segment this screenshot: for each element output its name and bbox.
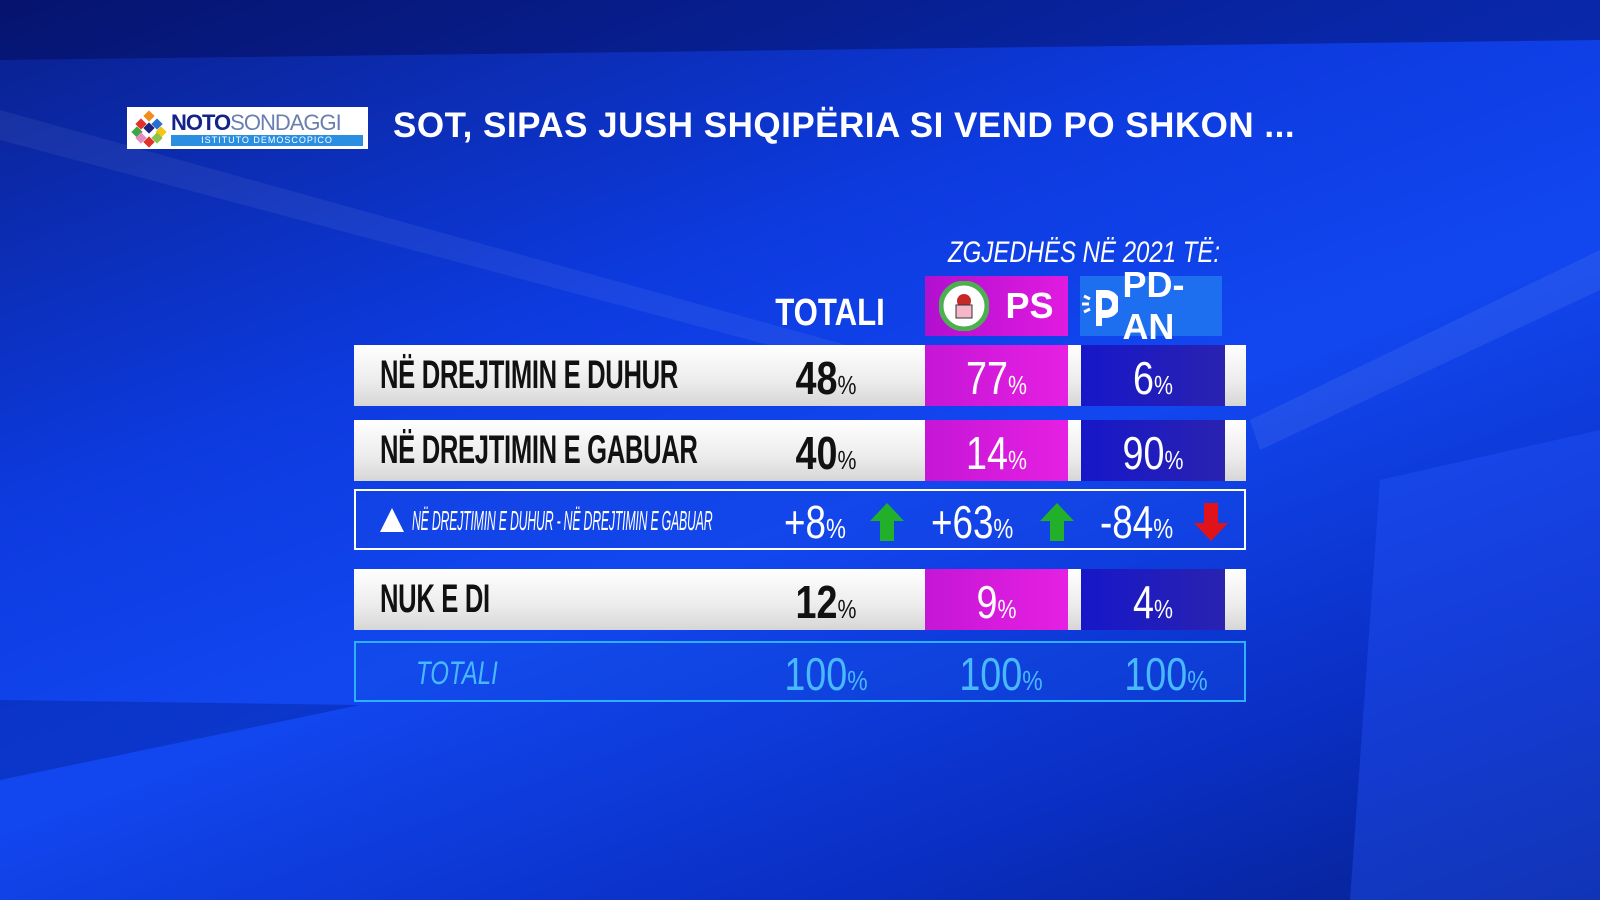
pd-value: 90% xyxy=(1122,427,1184,479)
table-row-right-direction: NË DREJTIMIN E DUHUR 48% 77% 6% xyxy=(354,345,1246,406)
page-title: SOT, SIPAS JUSH SHQIPËRIA SI VEND PO SHK… xyxy=(393,106,1296,145)
table-row-wrong-direction: NË DREJTIMIN E GABUAR 40% 14% 90% xyxy=(354,420,1246,481)
row-label: NUK E DI xyxy=(380,577,490,621)
pd-value: 6% xyxy=(1133,352,1173,404)
row-label: NË DREJTIMIN E DUHUR xyxy=(380,353,678,397)
column-header-pd-an: PD-AN xyxy=(1080,264,1222,347)
table-row-dont-know: NUK E DI 12% 9% 4% xyxy=(354,569,1246,630)
arrow-up-icon xyxy=(870,503,904,541)
arrow-down-icon xyxy=(1194,503,1228,541)
logo-name: NOTOSONDAGGI xyxy=(171,109,342,135)
ps-logo-icon xyxy=(939,281,990,331)
table-row-difference: NË DREJTIMIN E DUHUR - NË DREJTIMIN E GA… xyxy=(354,489,1246,550)
ps-sum: 100% xyxy=(959,648,1043,700)
total-delta: +8% xyxy=(784,496,846,548)
logo-subtitle: ISTITUTO DEMOSCOPICO xyxy=(171,134,363,146)
row-label: NË DREJTIMIN E DUHUR - NË DREJTIMIN E GA… xyxy=(412,505,713,536)
ps-value: 14% xyxy=(966,427,1027,479)
ps-value: 77% xyxy=(966,352,1027,404)
pd-logo-icon xyxy=(1082,290,1119,326)
noto-sondaggi-logo: NOTOSONDAGGI ISTITUTO DEMOSCOPICO xyxy=(127,107,368,149)
table-row-totals: TOTALI 100% 100% 100% xyxy=(354,641,1246,702)
voters-2021-label: ZGJEDHËS NË 2021 TË: xyxy=(948,236,1221,269)
pd-value: 4% xyxy=(1133,576,1173,628)
delta-triangle-icon xyxy=(380,508,404,532)
column-header-ps: PS xyxy=(925,276,1068,336)
total-sum: 100% xyxy=(784,648,868,700)
pd-sum: 100% xyxy=(1124,648,1208,700)
pd-delta: -84% xyxy=(1100,496,1174,548)
total-value: 48% xyxy=(795,352,857,404)
ps-delta: +63% xyxy=(931,496,1014,548)
column-header-total: TOTALI xyxy=(775,292,885,334)
row-label: TOTALI xyxy=(416,655,498,691)
total-value: 12% xyxy=(795,576,857,628)
row-label: NË DREJTIMIN E GABUAR xyxy=(380,428,698,472)
logo-diamonds-icon xyxy=(131,110,167,148)
arrow-up-icon xyxy=(1040,503,1074,541)
ps-value: 9% xyxy=(976,576,1017,628)
total-value: 40% xyxy=(795,427,857,479)
